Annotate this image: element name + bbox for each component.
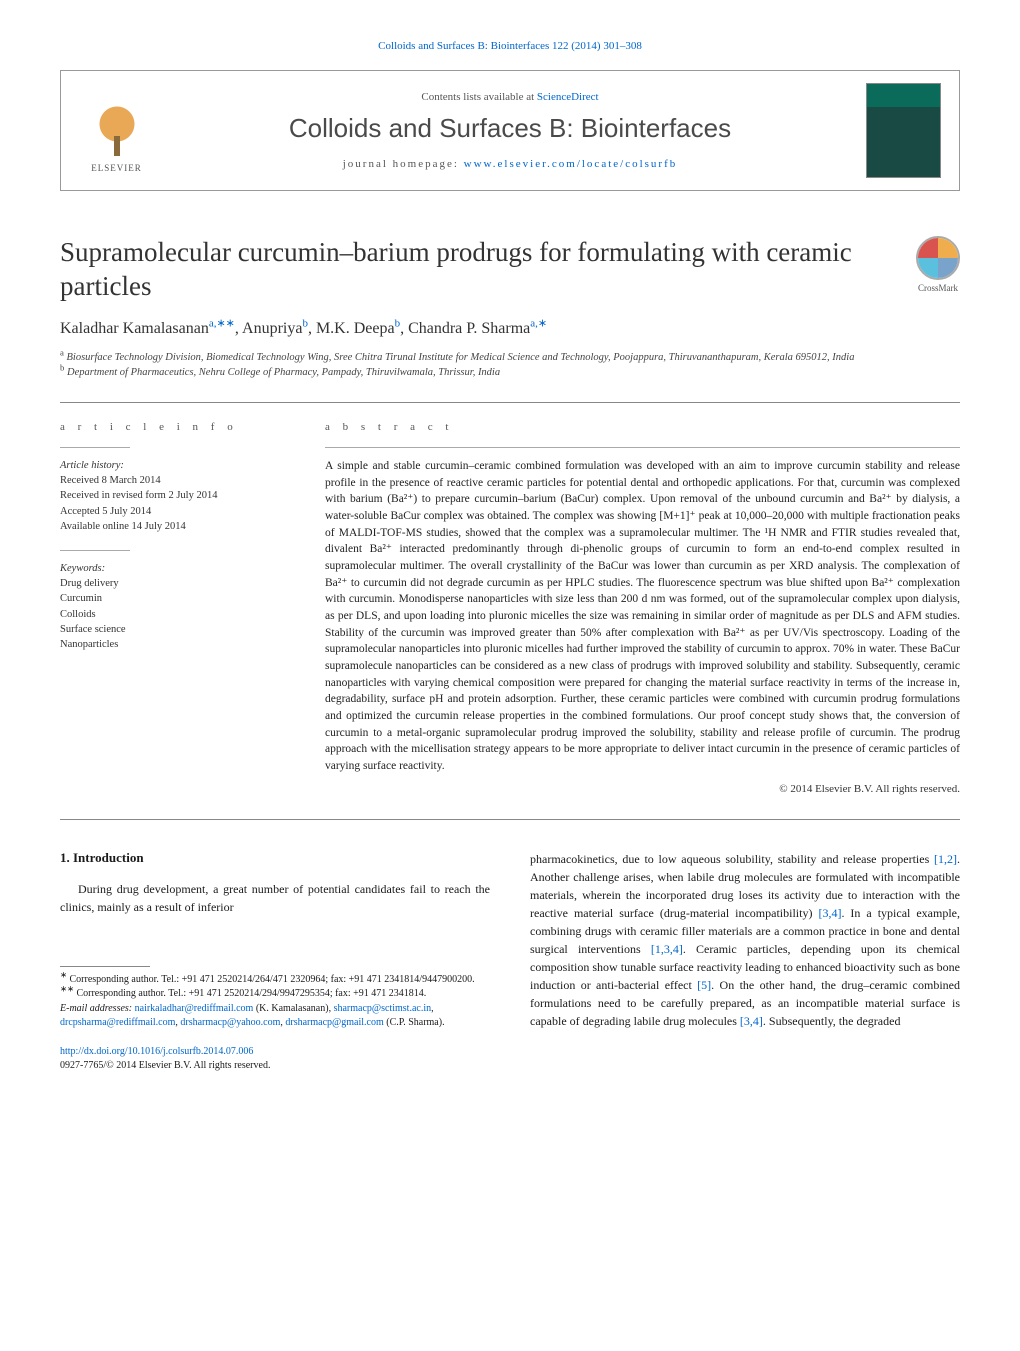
history-heading: Article history: xyxy=(60,460,124,471)
issn-copyright: 0927-7765/© 2014 Elsevier B.V. All right… xyxy=(60,1060,270,1071)
email-link[interactable]: drsharmacp@gmail.com xyxy=(285,1017,383,1028)
keyword: Drug delivery xyxy=(60,578,119,589)
citation-link[interactable]: [1,2] xyxy=(934,852,957,866)
elsevier-wordmark: ELSEVIER xyxy=(91,163,142,173)
journal-cover-thumbnail xyxy=(866,83,941,178)
crossmark-icon xyxy=(916,236,960,280)
journal-name: Colloids and Surfaces B: Biointerfaces xyxy=(174,113,846,144)
journal-homepage-link[interactable]: www.elsevier.com/locate/colsurfb xyxy=(464,158,678,170)
sciencedirect-link[interactable]: ScienceDirect xyxy=(537,91,599,103)
footnote-divider xyxy=(60,966,150,967)
author-list: Kaladhar Kamalasanana,∗∗, Anupriyab, M.K… xyxy=(60,320,960,338)
keywords-block: Keywords: Drug delivery Curcumin Colloids S… xyxy=(60,561,285,652)
keyword: Colloids xyxy=(60,609,96,620)
email-link[interactable]: drcpsharma@rediffmail.com xyxy=(60,1017,175,1028)
journal-homepage-line: journal homepage: www.elsevier.com/locat… xyxy=(174,158,846,170)
history-line: Received in revised form 2 July 2014 xyxy=(60,490,217,501)
history-line: Received 8 March 2014 xyxy=(60,475,161,486)
crossmark-label: CrossMark xyxy=(918,283,958,293)
doi-link[interactable]: http://dx.doi.org/10.1016/j.colsurfb.201… xyxy=(60,1046,253,1057)
article-info-label: a r t i c l e i n f o xyxy=(60,421,285,433)
section-divider xyxy=(60,819,960,820)
contents-prefix: Contents lists available at xyxy=(421,91,536,103)
history-line: Available online 14 July 2014 xyxy=(60,521,186,532)
emails-label: E-mail addresses: xyxy=(60,1003,135,1014)
article-history: Article history: Received 8 March 2014 Re… xyxy=(60,458,285,534)
affiliations: a Biosurface Technology Division, Biomed… xyxy=(60,350,960,380)
keyword: Curcumin xyxy=(60,593,102,604)
corresponding-author-note-1: ∗ Corresponding author. Tel.: +91 471 25… xyxy=(60,973,490,988)
elsevier-tree-icon xyxy=(87,103,147,163)
citation-link[interactable]: [1,3,4] xyxy=(651,942,683,956)
email-link[interactable]: nairkaladhar@rediffmail.com xyxy=(135,1003,254,1014)
keywords-heading: Keywords: xyxy=(60,563,105,574)
abstract-label: a b s t r a c t xyxy=(325,421,960,433)
running-head-citation: Colloids and Surfaces B: Biointerfaces 1… xyxy=(60,40,960,52)
homepage-prefix: journal homepage: xyxy=(343,158,464,170)
email-link[interactable]: sharmacp@sctimst.ac.in xyxy=(334,1003,432,1014)
citation-link[interactable]: [5] xyxy=(697,978,711,992)
intro-paragraph-right: pharmacokinetics, due to low aqueous sol… xyxy=(530,850,960,1030)
journal-header: ELSEVIER Contents lists available at Sci… xyxy=(60,70,960,191)
affiliation-a: Biosurface Technology Division, Biomedic… xyxy=(67,352,855,363)
intro-paragraph-left: During drug development, a great number … xyxy=(60,880,490,916)
abstract-text: A simple and stable curcumin–ceramic com… xyxy=(325,458,960,775)
email-link[interactable]: drsharmacp@yahoo.com xyxy=(180,1017,280,1028)
contents-available-line: Contents lists available at ScienceDirec… xyxy=(174,91,846,103)
elsevier-logo: ELSEVIER xyxy=(79,88,154,173)
abstract-copyright: © 2014 Elsevier B.V. All rights reserved… xyxy=(325,783,960,795)
history-line: Accepted 5 July 2014 xyxy=(60,506,151,517)
abstract-divider xyxy=(325,447,960,448)
corresponding-author-note-2: ∗∗ Corresponding author. Tel.: +91 471 2… xyxy=(60,987,490,1002)
keyword: Surface science xyxy=(60,624,126,635)
affiliation-b: Department of Pharmaceutics, Nehru Colle… xyxy=(67,367,500,378)
footnotes-block: ∗ Corresponding author. Tel.: +91 471 25… xyxy=(60,966,490,1073)
email-addresses: E-mail addresses: nairkaladhar@rediffmai… xyxy=(60,1002,490,1031)
crossmark-badge[interactable]: CrossMark xyxy=(916,236,960,293)
citation-link[interactable]: [3,4] xyxy=(818,906,841,920)
info-subdivider xyxy=(60,447,130,448)
citation-link[interactable]: [3,4] xyxy=(740,1014,763,1028)
article-title: Supramolecular curcumin–barium prodrugs … xyxy=(60,236,896,304)
info-subdivider xyxy=(60,550,130,551)
section-divider xyxy=(60,402,960,403)
keyword: Nanoparticles xyxy=(60,639,118,650)
intro-heading: 1. Introduction xyxy=(60,850,490,866)
